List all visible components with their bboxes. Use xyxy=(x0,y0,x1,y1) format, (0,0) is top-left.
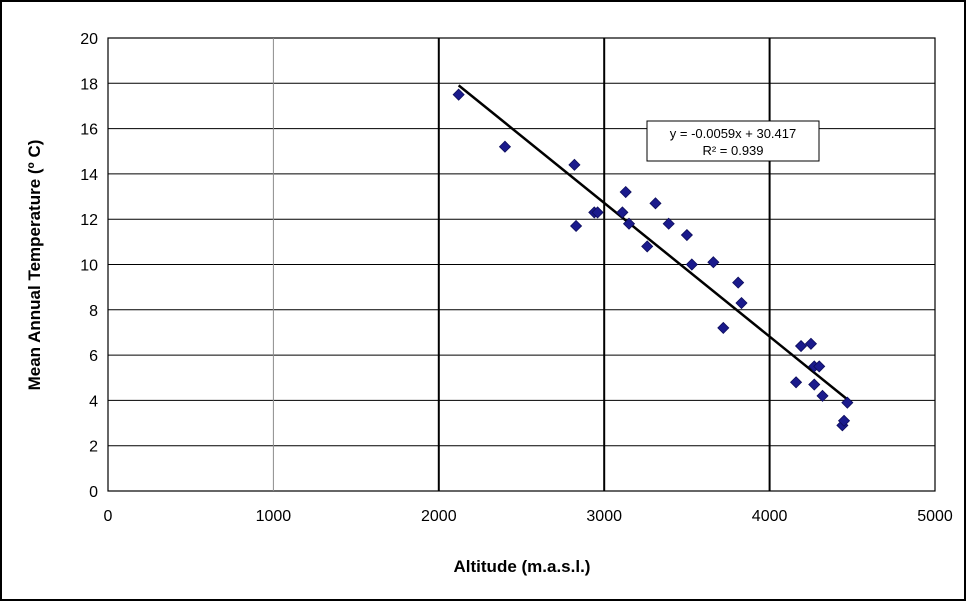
y-tick-label: 18 xyxy=(80,76,98,93)
data-point xyxy=(570,219,583,233)
y-tick-label: 12 xyxy=(80,212,98,229)
trendline-equation: y = -0.0059x + 30.417 xyxy=(670,126,796,141)
trendline-layer xyxy=(457,84,849,401)
data-point xyxy=(789,376,803,389)
data-point xyxy=(735,296,748,310)
data-point xyxy=(591,206,604,219)
data-point xyxy=(498,140,512,153)
data-point xyxy=(841,396,854,409)
data-point xyxy=(622,217,636,230)
data-points xyxy=(452,88,854,432)
data-point xyxy=(662,217,675,230)
data-point xyxy=(804,337,818,350)
data-point xyxy=(641,240,654,253)
x-tick-label: 3000 xyxy=(586,508,622,525)
y-tick-label: 20 xyxy=(80,31,98,48)
data-point xyxy=(808,378,821,391)
trendline-equation-box: y = -0.0059x + 30.417 R² = 0.939 xyxy=(646,120,820,162)
trendline xyxy=(457,84,849,401)
x-tick-label: 4000 xyxy=(752,508,788,525)
y-tick-label: 14 xyxy=(80,167,98,184)
data-point xyxy=(732,276,745,289)
data-point xyxy=(816,389,829,402)
equation-box-background xyxy=(646,120,820,162)
data-point xyxy=(717,321,730,334)
y-tick-label: 2 xyxy=(89,439,98,456)
x-tick-label: 1000 xyxy=(256,508,292,525)
x-axis-title: Altitude (m.a.s.l.) xyxy=(454,557,591,576)
data-point xyxy=(813,360,826,373)
data-point xyxy=(680,228,693,242)
y-tick-label: 16 xyxy=(80,122,98,139)
y-tick-label: 6 xyxy=(89,348,98,365)
trendline-r-squared: R² = 0.939 xyxy=(702,143,763,158)
data-point xyxy=(619,185,632,199)
data-point xyxy=(837,414,851,427)
y-tick-label: 10 xyxy=(80,258,98,275)
tick-labels: 0 2 4 6 8 10 12 14 16 18 20 0 1000 2000 3000 4000 5000 xyxy=(80,31,953,525)
y-tick-label: 4 xyxy=(89,393,98,410)
x-tick-label: 5000 xyxy=(917,508,953,525)
data-point xyxy=(794,339,808,353)
data-point xyxy=(616,206,629,219)
x-tick-label: 2000 xyxy=(421,508,457,525)
data-point xyxy=(452,88,465,101)
y-tick-label: 8 xyxy=(89,303,98,320)
data-point xyxy=(568,158,581,171)
data-point xyxy=(707,256,720,269)
y-axis-title: Mean Annual Temperature (º C) xyxy=(25,140,44,391)
y-tick-label: 0 xyxy=(89,484,98,501)
data-point xyxy=(685,258,698,271)
data-point xyxy=(649,197,662,210)
x-tick-label: 0 xyxy=(104,508,113,525)
